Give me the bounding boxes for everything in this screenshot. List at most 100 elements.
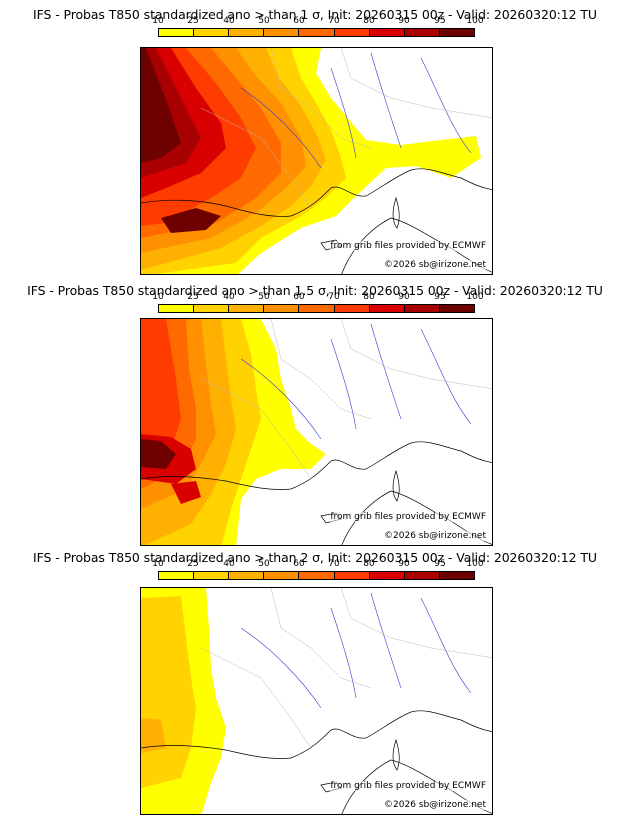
map-graphic [141,48,492,274]
probability-map: from grib files provided by ECMWF ©2026 … [140,318,493,546]
prob-area-95 [141,48,181,163]
admin-border [200,378,312,480]
river [330,67,357,159]
colorbar-tick: 90 [398,16,410,26]
colorbar-swatch [264,572,300,579]
river [330,338,357,430]
colorbar-tick: 60 [293,16,305,26]
source-credit: from grib files provided by ECMWF [330,241,486,251]
colorbar-tick: 10 [152,292,164,302]
colorbar-tick: 50 [258,292,270,302]
river [240,358,322,440]
probability-map: from grib files provided by ECMWF ©2026 … [140,47,493,275]
colorbar-tick: 80 [363,559,375,569]
colorbar-swatch [264,29,300,36]
prob-area-95 [141,439,176,469]
river [330,607,357,699]
colorbar-swatch [299,29,335,36]
colorbar-swatch [159,305,195,312]
colorbar-tick: 95 [434,16,446,26]
colorbar-swatch [334,305,370,312]
map-graphic [141,588,492,814]
island [392,196,400,229]
admin-border [270,319,372,420]
colorbar-ticks: 10 25 40 50 60 70 80 90 95 100 [140,559,483,571]
admin-border [340,588,492,658]
colorbar-swatch [194,572,230,579]
colorbar-swatch [194,29,230,36]
colorbar-swatch [229,29,265,36]
admin-border [270,48,372,149]
colorbar-tick: 40 [223,559,235,569]
colorbar-tick: 60 [293,292,305,302]
map-panel-1: IFS - Probas T850 standardized ano > tha… [0,0,630,276]
prob-area-70 [141,319,181,459]
colorbar-swatch [369,305,405,312]
copyright-credit: ©2026 sb@irizone.net [384,531,486,541]
prob-area-95b [161,208,221,233]
panel-title: IFS - Probas T850 standardized ano > tha… [33,7,597,22]
colorbar-swatch [439,305,474,312]
colorbar-tick: 70 [328,16,340,26]
admin-border [270,588,372,689]
river [240,87,322,169]
colorbar [158,28,475,37]
colorbar-swatch [404,29,440,36]
colorbar-swatch [159,29,195,36]
colorbar-swatch [439,29,474,36]
river [370,323,402,420]
colorbar-tick: 25 [187,292,199,302]
admin-border [200,647,312,749]
colorbar-swatch [229,305,265,312]
colorbar-swatch [439,572,474,579]
colorbar-tick: 25 [187,559,199,569]
source-credit: from grib files provided by ECMWF [330,512,486,522]
colorbar-tick: 95 [434,559,446,569]
source-credit: from grib files provided by ECMWF [330,781,486,791]
coastline [141,710,492,759]
colorbar-tick: 90 [398,559,410,569]
island [392,469,400,502]
colorbar-tick: 90 [398,292,410,302]
river [420,57,472,154]
colorbar-swatch [299,572,335,579]
colorbar-tick: 70 [328,559,340,569]
prob-area-40 [141,718,166,753]
colorbar-tick: 40 [223,16,235,26]
colorbar-swatch [369,29,405,36]
colorbar-swatch [334,29,370,36]
copyright-credit: ©2026 sb@irizone.net [384,260,486,270]
colorbar-ticks: 10 25 40 50 60 70 80 90 95 100 [140,16,483,28]
colorbar-tick: 80 [363,292,375,302]
map-panel-2: IFS - Probas T850 standardized ano > tha… [0,276,630,552]
admin-border [200,107,312,209]
colorbar-tick: 70 [328,292,340,302]
colorbar-tick: 50 [258,559,270,569]
colorbar-ticks: 10 25 40 50 60 70 80 90 95 100 [140,292,483,304]
colorbar-swatch [229,572,265,579]
colorbar-swatch [334,572,370,579]
colorbar-tick: 95 [434,292,446,302]
colorbar-tick: 100 [466,16,484,26]
river [420,328,472,425]
probability-map: from grib files provided by ECMWF ©2026 … [140,587,493,815]
coastline [141,441,492,490]
coastline [141,168,492,217]
panel-title: IFS - Probas T850 standardized ano > tha… [33,550,597,565]
map-graphic [141,319,492,545]
colorbar-tick: 100 [466,559,484,569]
colorbar-tick: 80 [363,16,375,26]
river [240,627,322,709]
colorbar-tick: 10 [152,16,164,26]
colorbar-tick: 25 [187,16,199,26]
river [370,592,402,689]
admin-border [340,319,492,389]
colorbar-tick: 60 [293,559,305,569]
map-panel-3: IFS - Probas T850 standardized ano > tha… [0,545,630,821]
island [392,738,400,771]
colorbar-swatch [264,305,300,312]
prob-area-80b [171,481,201,504]
admin-border [340,48,492,118]
colorbar [158,304,475,313]
colorbar [158,571,475,580]
